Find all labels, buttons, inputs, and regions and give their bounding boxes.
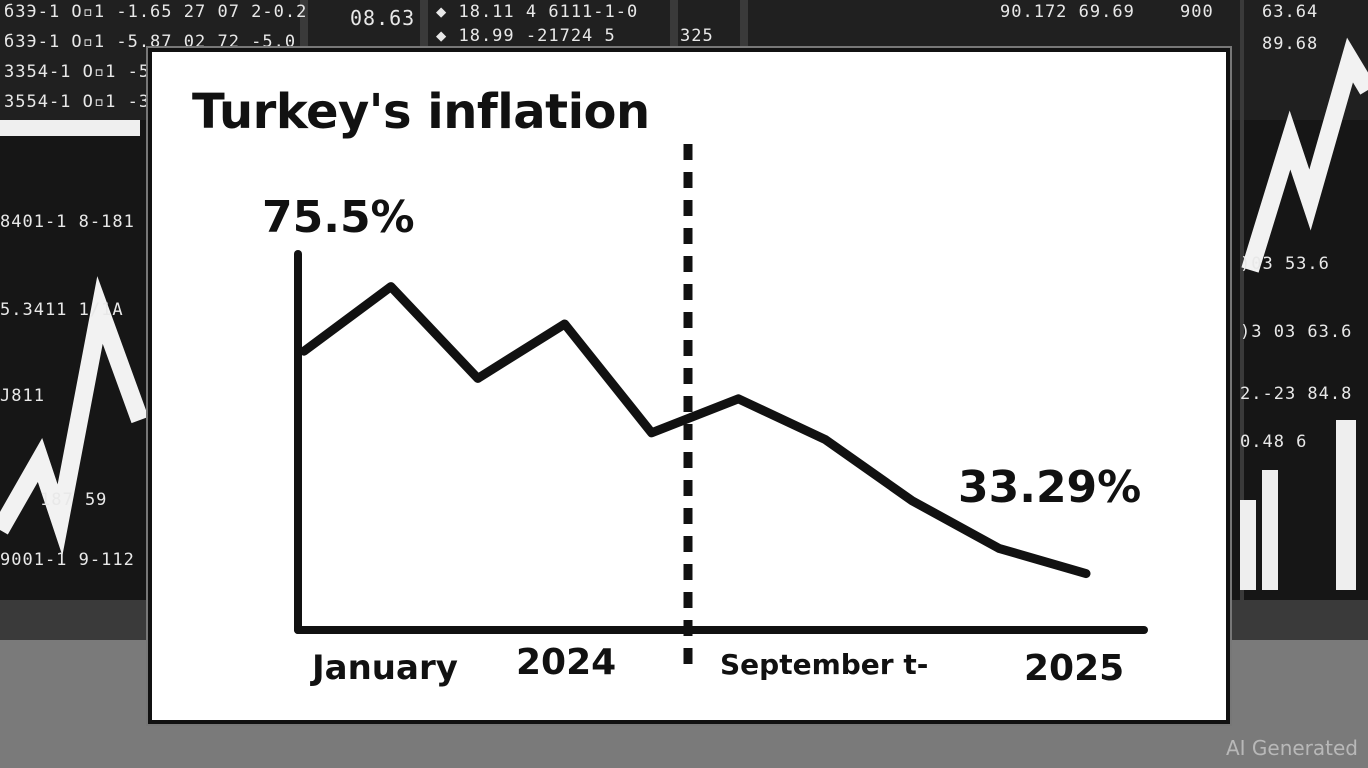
ticker-text: 8401-1 8-181 <box>0 212 135 232</box>
ticker-text: 325 <box>680 26 714 46</box>
ticker-text: 187 59 <box>40 490 108 510</box>
x-tick-label: September t- <box>720 648 929 681</box>
ticker-text: 3554-1 О▫1 -3. <box>4 92 162 112</box>
inflation-series-line <box>299 282 1091 579</box>
ticker-text: 0.48 6 <box>1240 432 1308 452</box>
ticker-text: )03 53.6 <box>1240 254 1330 274</box>
ticker-text: 9001-1 9-112 <box>0 550 135 570</box>
ticker-text: 08.63 <box>350 6 416 30</box>
ticker-text: 63.64 <box>1262 2 1319 22</box>
ticker-text: ◆ 18.11 4 6111-1-0 <box>436 2 639 22</box>
x-tick-label: January <box>312 648 458 688</box>
chart-title: Turkey's inflation <box>192 84 650 140</box>
chart-board: Turkey's inflation 75.5% 33.29% January … <box>148 48 1230 724</box>
end-value-label: 33.29% <box>958 462 1142 513</box>
x-tick-label: 2025 <box>1024 648 1125 689</box>
ticker-text: 2.-23 84.8 <box>1240 384 1353 404</box>
x-tick-label: 2024 <box>516 642 617 683</box>
line-chart <box>294 144 1148 664</box>
ticker-text: 90.172 69.69 <box>1000 2 1135 22</box>
ticker-text: J811 <box>0 386 45 406</box>
ticker-text: ◆ 18.99 -21724 5 <box>436 26 616 46</box>
ticker-text: 5.3411 1/1A <box>0 300 124 320</box>
ticker-text: б3Э-1 О▫1 -1.65 27 07 2-0.2 <box>4 2 308 22</box>
start-value-label: 75.5% <box>262 192 415 243</box>
ticker-text: б3Э-1 О▫1 -5.87 02 72 -5.0 <box>4 32 297 52</box>
ticker-text: 89.68 <box>1262 34 1319 54</box>
ticker-text: 3354-1 О▫1 -5. <box>4 62 162 82</box>
watermark: AI Generated <box>1225 736 1358 760</box>
ticker-text: )3 03 63.6 <box>1240 322 1353 342</box>
ticker-text: 900 <box>1180 2 1214 22</box>
